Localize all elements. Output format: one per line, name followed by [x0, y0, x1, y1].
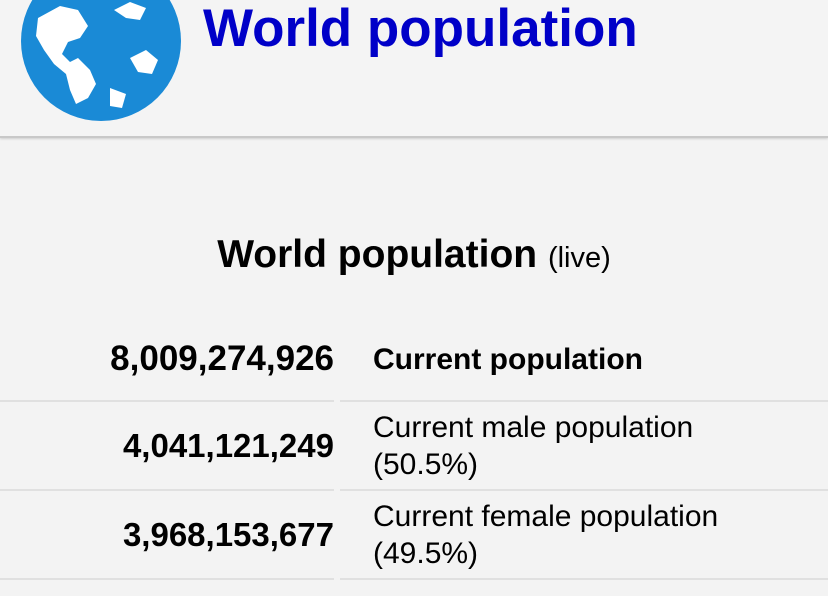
cell-gap: [334, 404, 340, 491]
section-title-text: World population: [217, 233, 538, 276]
population-value: 8,009,274,926: [110, 339, 334, 378]
cell-gap: [334, 493, 340, 580]
globe-icon: [21, 0, 181, 121]
table-row: 3,968,153,677 Current female population (…: [0, 491, 828, 580]
section-subtitle: (live): [547, 242, 611, 274]
population-value: 3,968,153,677: [122, 515, 334, 553]
population-value: 4,041,121,249: [122, 426, 334, 464]
population-label: Current population: [373, 342, 643, 376]
cell-gap: [334, 320, 340, 402]
table-row: 8,009,274,926 Current population: [0, 318, 828, 402]
section-title: World population (live): [0, 233, 828, 277]
header: World population: [0, 0, 828, 138]
population-label: Current female population (49.5%): [373, 499, 719, 570]
table-row: 4,041,121,249 Current male population (50…: [0, 402, 828, 491]
header-title: World population: [203, 0, 638, 58]
population-label: Current male population (50.5%): [373, 410, 694, 481]
population-table: 8,009,274,926 Current population 4,041,121…: [0, 318, 828, 580]
